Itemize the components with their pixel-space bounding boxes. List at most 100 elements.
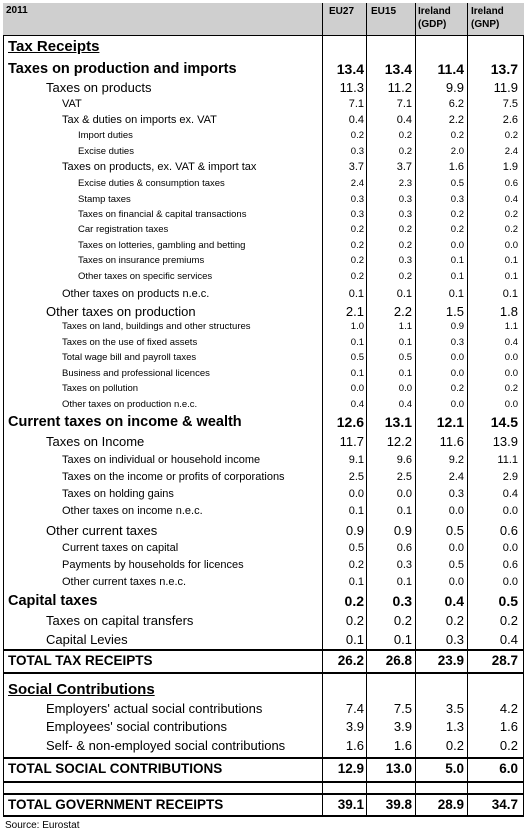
table-row: Taxes on products 11.3 11.2 9.9 11.9	[0, 80, 527, 96]
cell-value: 9.6	[396, 454, 412, 467]
cell-value: 0.3	[350, 209, 364, 221]
cell-value: 0.3	[396, 559, 412, 572]
table-row: Taxes on production and imports 13.4 13.4 1…	[0, 61, 527, 79]
cell-value: 0.3	[398, 194, 412, 206]
cell-value: 0.6	[502, 559, 518, 572]
row-label: Business and professional licences	[62, 368, 210, 380]
table-row: Other taxes on production n.e.c. 0.4 0.4 0.…	[0, 399, 527, 411]
row-label: Other current taxes	[46, 522, 158, 538]
cell-value: 0.0	[450, 352, 464, 364]
section-heading: Tax Receipts	[0, 38, 527, 57]
cell-value: 2.9	[502, 471, 518, 484]
table-row: Taxes on capital transfers 0.2 0.2 0.2 0.2	[0, 613, 527, 629]
column-divider	[467, 3, 468, 815]
cell-value: 11.2	[387, 79, 412, 95]
table-row: Taxes on land, buildings and other struc…	[0, 321, 527, 333]
cell-value: 0.2	[450, 224, 464, 236]
cell-value: 0.0	[502, 542, 518, 555]
cell-value: 0.5	[498, 593, 518, 609]
cell-value: 0.0	[504, 352, 518, 364]
cell-value: 0.2	[348, 559, 364, 572]
cell-value: 0.1	[350, 368, 364, 380]
cell-value: 0.3	[398, 209, 412, 221]
cell-value: 6.2	[448, 98, 464, 111]
cell-value: 3.7	[396, 161, 412, 174]
cell-value: 0.2	[398, 130, 412, 142]
cell-value: 0.5	[350, 352, 364, 364]
cell-value: 2.2	[393, 303, 412, 319]
cell-value: 0.2	[350, 255, 364, 267]
cell-value: 0.0	[502, 505, 518, 518]
cell-value: 13.7	[490, 61, 518, 77]
cell-value: 1.6	[499, 718, 518, 734]
table-row: Employers' actual social contributions 7.…	[0, 701, 527, 717]
cell-value: 2.5	[396, 471, 412, 484]
cell-value: 0.1	[348, 505, 364, 518]
cell-value: 0.1	[396, 288, 412, 301]
cell-value: 0.6	[499, 522, 518, 538]
cell-value: 26.2	[337, 652, 364, 668]
cell-value: 0.6	[396, 542, 412, 555]
cell-value: 0.2	[350, 224, 364, 236]
cell-value: 0.2	[450, 209, 464, 221]
table-row: Taxes on the use of fixed assets 0.1 0.1 0.…	[0, 337, 527, 349]
cell-value: 0.2	[398, 146, 412, 158]
row-label: Payments by households for licences	[62, 559, 244, 572]
cell-value: 0.0	[504, 399, 518, 411]
cell-value: 0.4	[396, 114, 412, 127]
cell-value: 0.4	[348, 114, 364, 127]
table-row: Current taxes on income & wealth 12.6 13.1…	[0, 414, 527, 432]
table-row: VAT 7.1 7.1 6.2 7.5	[0, 98, 527, 112]
table-row: Taxes on the income or profits of corpor…	[0, 471, 527, 485]
total-row: TOTAL TAX RECEIPTS 26.2 26.8 23.9 28.7	[0, 653, 527, 670]
cell-value: 2.4	[448, 471, 464, 484]
cell-value: 7.5	[393, 700, 412, 716]
column-divider	[415, 3, 416, 815]
rule-line	[3, 781, 524, 783]
cell-value: 1.1	[504, 321, 518, 333]
cell-value: 13.4	[336, 61, 364, 77]
cell-value: 13.1	[384, 414, 412, 430]
cell-value: 28.7	[491, 652, 518, 668]
table-row: Taxes on Income 11.7 12.2 11.6 13.9	[0, 434, 527, 450]
cell-value: 0.1	[396, 505, 412, 518]
cell-value: 11.4	[437, 61, 464, 77]
cell-value: 0.2	[445, 737, 464, 753]
table-row: Other taxes on production 2.1 2.2 1.5 1.8	[0, 304, 527, 320]
cell-value: 11.7	[339, 433, 364, 449]
cell-value: 12.9	[337, 760, 364, 776]
cell-value: 3.5	[445, 700, 464, 716]
cell-value: 0.1	[345, 631, 364, 647]
cell-value: 1.1	[398, 321, 412, 333]
row-label: VAT	[62, 98, 82, 111]
cell-value: 0.3	[392, 593, 412, 609]
table-row: Tax & duties on imports ex. VAT 0.4 0.4 2.2…	[0, 114, 527, 128]
column-header: (GDP)	[418, 19, 447, 30]
cell-value: 0.4	[398, 399, 412, 411]
cell-value: 0.1	[393, 631, 412, 647]
table-row: Employees' social contributions 3.9 3.9 1.3…	[0, 719, 527, 735]
cell-value: 0.0	[398, 383, 412, 395]
table-row: Excise duties & consumption taxes 2.4 2.3 0…	[0, 178, 527, 190]
cell-value: 0.3	[448, 488, 464, 501]
column-header: (GNP)	[471, 19, 500, 30]
cell-value: 7.1	[396, 98, 412, 111]
cell-value: 7.1	[348, 98, 364, 111]
table-row: Current taxes on capital 0.5 0.6 0.0 0.0	[0, 542, 527, 556]
cell-value: 1.6	[393, 737, 412, 753]
cell-value: 0.2	[504, 224, 518, 236]
cell-value: 2.4	[350, 178, 364, 190]
cell-value: 0.2	[450, 130, 464, 142]
cell-value: 0.5	[450, 178, 464, 190]
row-label: Tax & duties on imports ex. VAT	[62, 114, 217, 127]
row-label: Taxes on products	[46, 79, 152, 95]
table-header: 2011	[3, 3, 524, 35]
cell-value: 12.6	[336, 414, 364, 430]
rule-line	[3, 649, 524, 651]
cell-value: 2.2	[448, 114, 464, 127]
source-note: Source: Eurostat	[5, 820, 80, 831]
cell-value: 0.0	[348, 488, 364, 501]
cell-value: 1.3	[445, 718, 464, 734]
cell-value: 0.2	[398, 271, 412, 283]
table-row: Payments by households for licences 0.2 0.…	[0, 559, 527, 573]
